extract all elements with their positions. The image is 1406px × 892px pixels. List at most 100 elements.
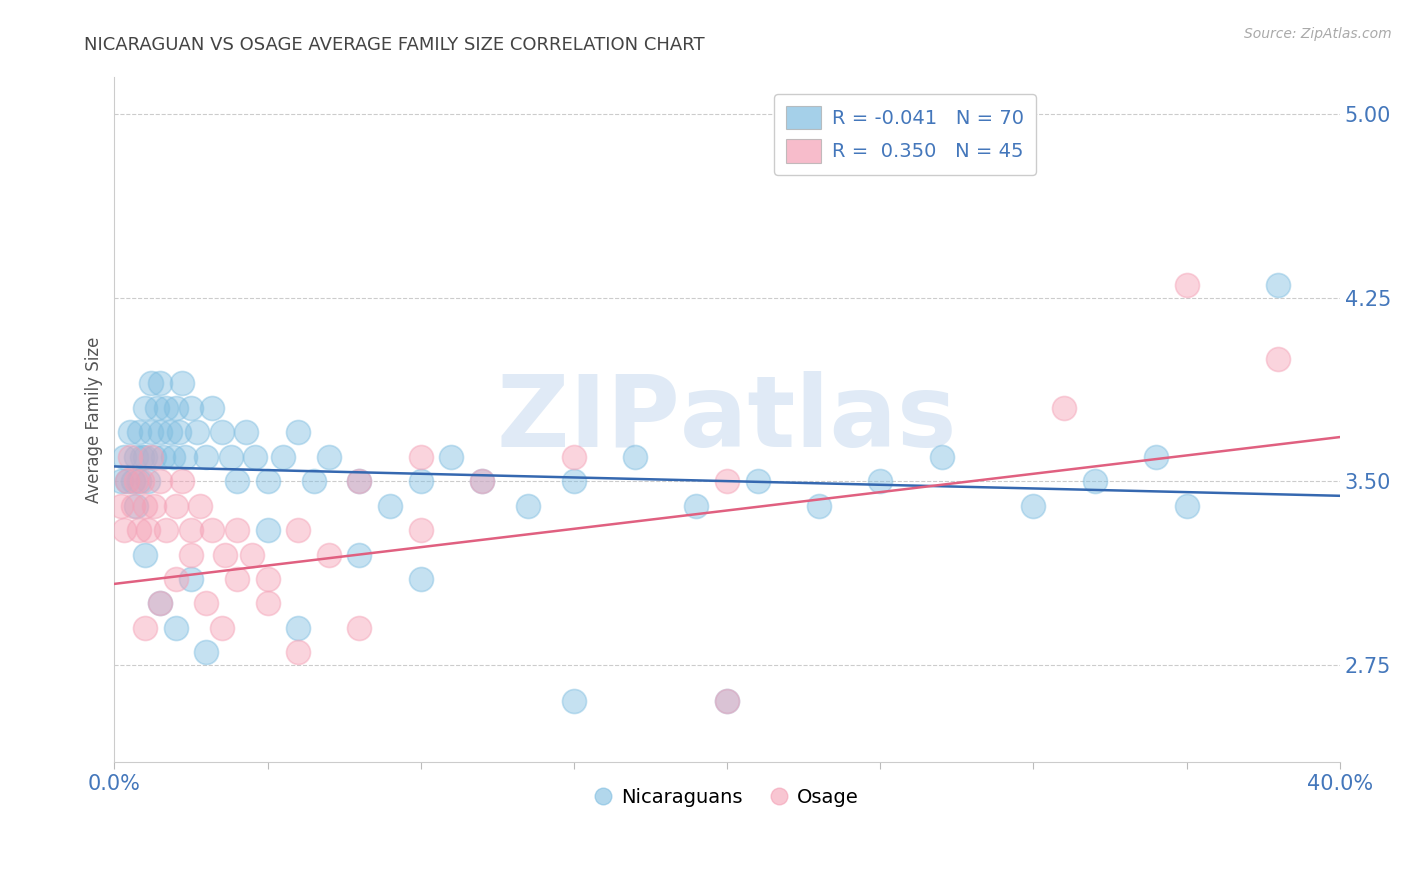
Point	[167, 425, 190, 440]
Point	[149, 376, 172, 391]
Point	[149, 597, 172, 611]
Point	[146, 401, 169, 415]
Point	[256, 523, 278, 537]
Point	[747, 474, 769, 488]
Point	[165, 572, 187, 586]
Point	[195, 597, 218, 611]
Point	[136, 474, 159, 488]
Point	[143, 450, 166, 464]
Point	[256, 572, 278, 586]
Point	[349, 621, 371, 635]
Point	[121, 499, 143, 513]
Point	[219, 450, 242, 464]
Point	[471, 474, 494, 488]
Point	[517, 499, 540, 513]
Point	[170, 376, 193, 391]
Point	[716, 694, 738, 708]
Point	[134, 450, 156, 464]
Point	[165, 499, 187, 513]
Point	[211, 621, 233, 635]
Point	[409, 523, 432, 537]
Point	[186, 425, 208, 440]
Point	[110, 474, 132, 488]
Point	[112, 450, 135, 464]
Y-axis label: Average Family Size: Average Family Size	[86, 337, 103, 503]
Point	[235, 425, 257, 440]
Point	[134, 499, 156, 513]
Point	[318, 450, 340, 464]
Point	[131, 474, 153, 488]
Point	[349, 474, 371, 488]
Point	[180, 572, 202, 586]
Point	[195, 450, 218, 464]
Point	[349, 548, 371, 562]
Point	[1267, 278, 1289, 293]
Point	[165, 401, 187, 415]
Point	[115, 474, 138, 488]
Point	[287, 425, 309, 440]
Point	[1053, 401, 1076, 415]
Text: ZIP​atlas: ZIP​atlas	[498, 371, 957, 468]
Point	[287, 621, 309, 635]
Point	[180, 401, 202, 415]
Point	[409, 450, 432, 464]
Point	[271, 450, 294, 464]
Point	[378, 499, 401, 513]
Point	[349, 474, 371, 488]
Point	[188, 499, 211, 513]
Point	[409, 572, 432, 586]
Point	[214, 548, 236, 562]
Point	[118, 425, 141, 440]
Point	[162, 450, 184, 464]
Point	[118, 450, 141, 464]
Point	[562, 474, 585, 488]
Text: Source: ZipAtlas.com: Source: ZipAtlas.com	[1244, 27, 1392, 41]
Point	[128, 523, 150, 537]
Point	[409, 474, 432, 488]
Point	[256, 597, 278, 611]
Point	[716, 694, 738, 708]
Point	[1175, 278, 1198, 293]
Point	[165, 621, 187, 635]
Point	[1175, 499, 1198, 513]
Point	[256, 474, 278, 488]
Point	[159, 425, 181, 440]
Point	[201, 401, 224, 415]
Point	[155, 523, 177, 537]
Point	[134, 621, 156, 635]
Point	[716, 474, 738, 488]
Point	[112, 523, 135, 537]
Point	[131, 450, 153, 464]
Point	[287, 645, 309, 659]
Point	[1022, 499, 1045, 513]
Point	[226, 474, 249, 488]
Point	[149, 425, 172, 440]
Point	[141, 450, 163, 464]
Point	[318, 548, 340, 562]
Point	[125, 499, 148, 513]
Point	[562, 694, 585, 708]
Point	[141, 425, 163, 440]
Point	[125, 474, 148, 488]
Point	[143, 499, 166, 513]
Point	[180, 548, 202, 562]
Point	[1084, 474, 1107, 488]
Point	[287, 523, 309, 537]
Point	[110, 499, 132, 513]
Point	[134, 401, 156, 415]
Point	[170, 474, 193, 488]
Point	[869, 474, 891, 488]
Point	[807, 499, 830, 513]
Text: NICARAGUAN VS OSAGE AVERAGE FAMILY SIZE CORRELATION CHART: NICARAGUAN VS OSAGE AVERAGE FAMILY SIZE …	[84, 36, 704, 54]
Point	[152, 450, 174, 464]
Point	[226, 572, 249, 586]
Point	[226, 523, 249, 537]
Point	[149, 597, 172, 611]
Point	[440, 450, 463, 464]
Point	[195, 645, 218, 659]
Point	[471, 474, 494, 488]
Point	[136, 523, 159, 537]
Point	[125, 450, 148, 464]
Point	[134, 548, 156, 562]
Point	[211, 425, 233, 440]
